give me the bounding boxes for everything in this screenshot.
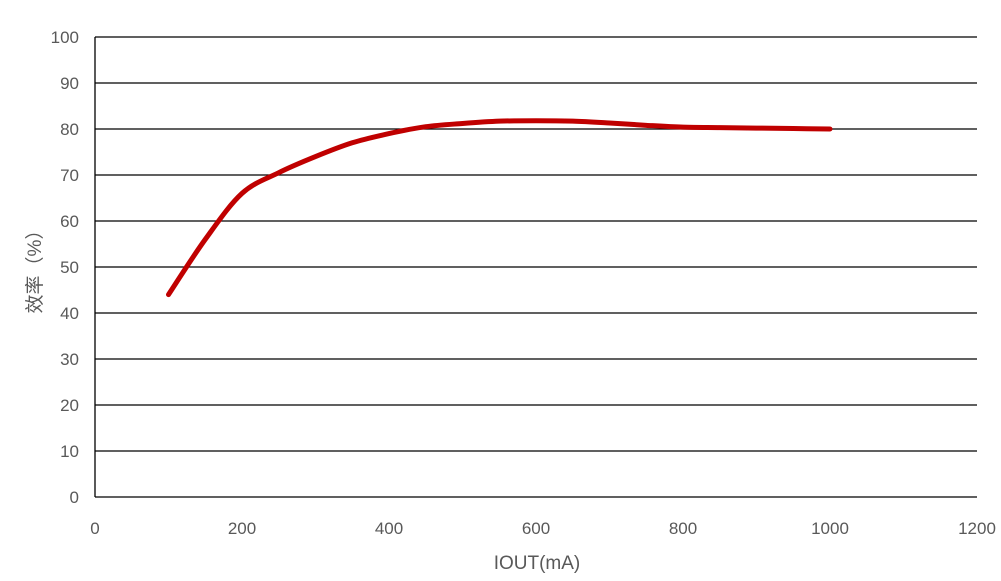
y-tick-label: 70: [60, 166, 79, 185]
x-tick-label: 200: [228, 519, 256, 538]
y-tick-label: 80: [60, 120, 79, 139]
y-tick-label: 0: [70, 488, 79, 507]
grid-lines: [95, 36, 977, 452]
axes: [94, 37, 977, 498]
efficiency-series-line: [166, 118, 833, 298]
x-tick-label: 600: [522, 519, 550, 538]
y-tick-label: 50: [60, 258, 79, 277]
x-tick-label: 400: [375, 519, 403, 538]
x-tick-label: 800: [669, 519, 697, 538]
y-tick-label: 60: [60, 212, 79, 231]
y-tick-label: 40: [60, 304, 79, 323]
x-tick-label: 1200: [958, 519, 996, 538]
y-axis-title: 效率（%）: [24, 221, 46, 314]
x-tick-label: 0: [90, 519, 99, 538]
x-axis-title: IOUT(mA): [494, 553, 581, 574]
y-tick-label: 20: [60, 396, 79, 415]
x-tick-label: 1000: [811, 519, 849, 538]
y-tick-label: 90: [60, 74, 79, 93]
y-tick-label: 10: [60, 442, 79, 461]
y-tick-label: 100: [51, 28, 79, 47]
y-tick-label: 30: [60, 350, 79, 369]
series: [166, 118, 833, 298]
